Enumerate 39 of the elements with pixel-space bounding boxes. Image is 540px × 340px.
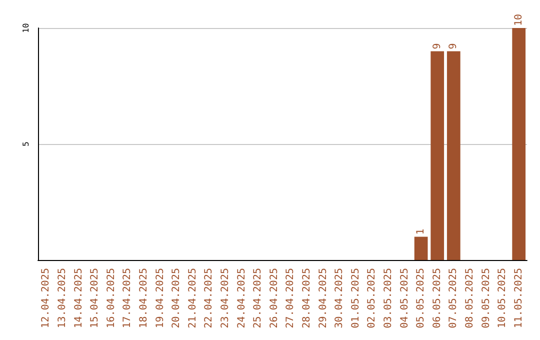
x-tick-label: 27.04.2025 (285, 268, 296, 328)
x-tick-label: 09.05.2025 (480, 268, 492, 328)
x-tick-label: 23.04.2025 (220, 268, 231, 328)
data-label: 9 (448, 43, 460, 50)
x-tick-label: 02.05.2025 (366, 268, 378, 328)
x-tick-label: 15.04.2025 (90, 268, 101, 328)
x-tick-label: 03.05.2025 (382, 268, 394, 328)
x-tick-label: 01.05.2025 (350, 268, 362, 328)
x-tick-label: 14.04.2025 (73, 268, 84, 328)
data-label: 1 (416, 228, 427, 235)
x-tick-label: 26.04.2025 (268, 268, 280, 328)
x-tick-label: 18.04.2025 (138, 268, 150, 328)
y-tick-label: 5 (22, 141, 30, 146)
x-tick-label: 13.04.2025 (56, 268, 68, 328)
bar (430, 51, 444, 260)
x-tick-label: 28.04.2025 (301, 268, 312, 328)
x-tick-label: 12.04.2025 (40, 268, 52, 328)
x-tick-label: 25.04.2025 (252, 268, 264, 328)
x-tick-label: 06.05.2025 (432, 268, 443, 328)
x-tick-label: 10.05.2025 (497, 268, 508, 328)
x-tick-label: 30.04.2025 (334, 268, 346, 328)
x-tick-label: 11.05.2025 (513, 268, 524, 328)
x-tick-label: 21.04.2025 (187, 268, 198, 328)
bar (414, 236, 428, 260)
x-tick-label: 16.04.2025 (106, 268, 117, 328)
x-tick-label: 29.04.2025 (318, 268, 329, 328)
x-tick-label: 05.05.2025 (416, 268, 427, 328)
data-label: 10 (513, 14, 524, 26)
x-tick-label: 19.04.2025 (154, 268, 166, 328)
x-tick-label: 08.05.2025 (464, 268, 476, 328)
bar (446, 51, 460, 260)
bar (512, 28, 526, 260)
x-tick-label: 17.04.2025 (122, 268, 134, 328)
x-tick-label: 20.04.2025 (171, 268, 182, 328)
x-tick-label: 24.04.2025 (236, 268, 248, 328)
x-tick-label: 22.04.2025 (204, 268, 215, 328)
data-label: 9 (432, 43, 443, 50)
x-tick-label: 04.05.2025 (399, 268, 410, 328)
x-tick-label: 07.05.2025 (448, 268, 460, 328)
